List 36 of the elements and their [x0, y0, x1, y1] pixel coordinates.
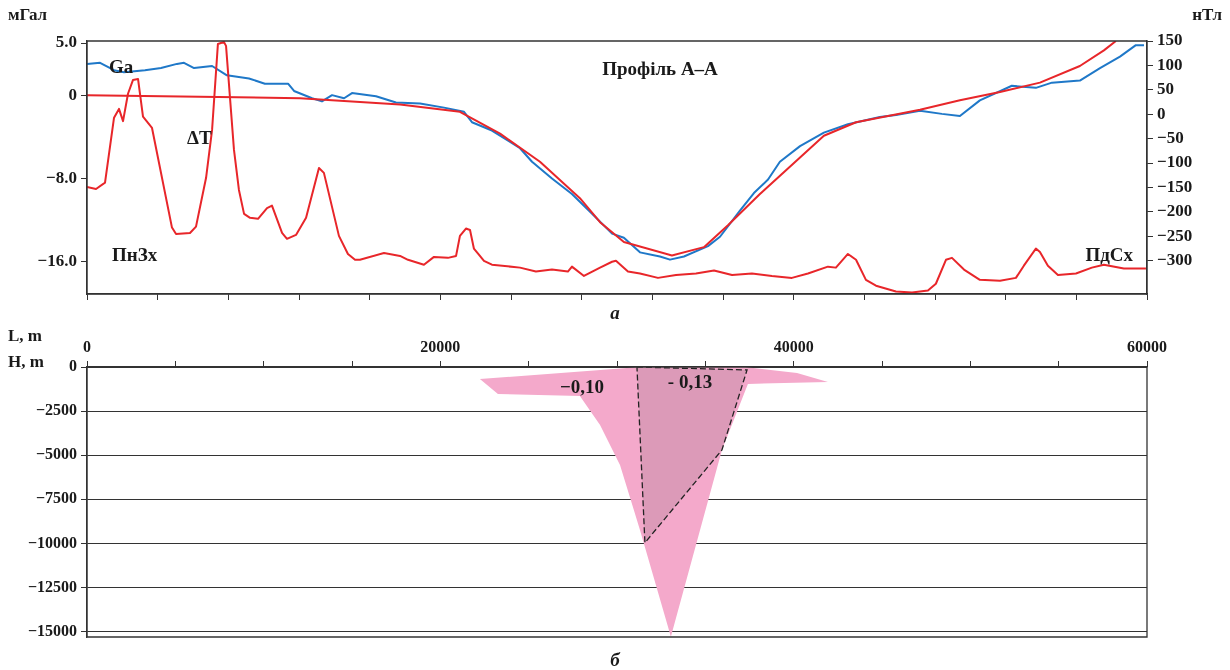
y-tick-label: 0	[68, 84, 77, 104]
y-tick-label: −10000	[27, 533, 77, 551]
y-tick-label: −8.0	[46, 167, 77, 187]
y2-tick-label: −250	[1157, 225, 1193, 245]
y-tick-label: −2500	[35, 401, 77, 419]
annotation: - 0,13	[667, 370, 713, 392]
y-axis-title: H, m	[8, 352, 44, 372]
y-tick-label: −15000	[27, 621, 77, 639]
x-tick-label: 60000	[1127, 337, 1167, 355]
y-tick-label: −16.0	[37, 251, 77, 271]
y-tick-label: 0	[69, 357, 77, 375]
y-tick-label: 5.0	[55, 32, 77, 52]
y2-tick-label: 100	[1157, 54, 1183, 74]
annotation: ПнЗх	[112, 243, 158, 265]
text: Профіль А–А	[602, 57, 719, 79]
y2-tick-label: −200	[1157, 201, 1193, 221]
x-tick-label: 0	[83, 337, 91, 355]
x-tick-label: 20000	[420, 337, 461, 355]
y2-axis-title: нТл	[1192, 5, 1223, 25]
y-tick-label: −7500	[35, 489, 77, 507]
x-tick-label: 40000	[773, 337, 814, 355]
annotation: ПдСх	[1085, 243, 1134, 265]
y2-tick-label: −50	[1157, 128, 1184, 148]
y-tick-label: −12500	[27, 577, 77, 595]
text: б	[610, 648, 622, 670]
y2-tick-label: 50	[1157, 79, 1174, 99]
annotation: −0,10	[559, 375, 605, 397]
x-axis-title: L, m	[8, 326, 42, 346]
y2-tick-label: 0	[1157, 103, 1166, 123]
y-axis-title: мГал	[8, 5, 48, 25]
y2-tick-label: 150	[1157, 30, 1183, 50]
y-tick-label: −5000	[35, 445, 77, 463]
text: а	[610, 301, 621, 323]
y2-tick-label: −300	[1157, 250, 1193, 270]
y2-tick-label: −100	[1157, 152, 1193, 172]
y2-tick-label: −150	[1157, 176, 1193, 196]
